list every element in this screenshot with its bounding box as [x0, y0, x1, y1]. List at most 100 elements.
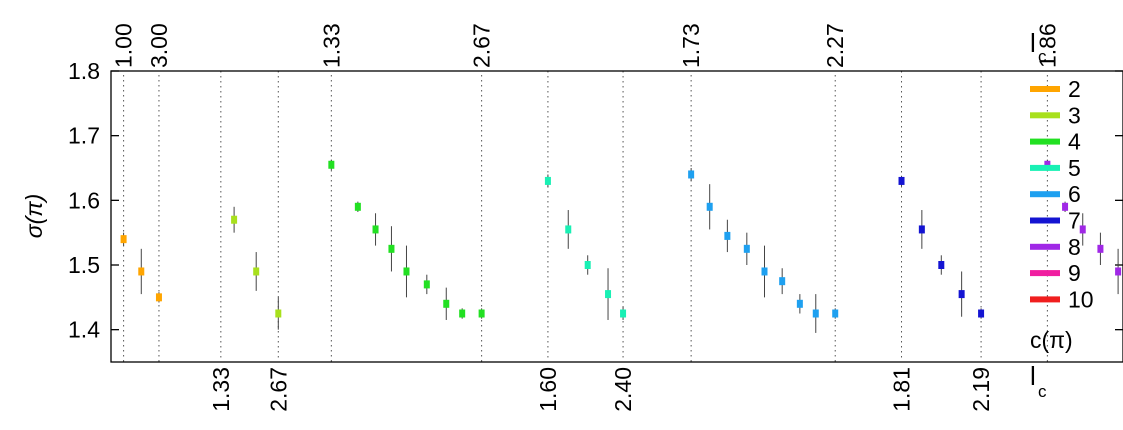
plot-area-frame: [110, 70, 1123, 363]
legend-item-7: 7: [1030, 208, 1081, 234]
legend-swatch: [1030, 138, 1060, 145]
data-point: [544, 176, 551, 185]
bottom-label: l c: [1030, 361, 1047, 401]
y-tick-label: 1.5: [68, 252, 100, 278]
data-point: [832, 309, 839, 318]
top-marker-label: 1.86: [1034, 23, 1060, 68]
bottom-marker-label: 1.81: [889, 367, 915, 412]
legend-label: 4: [1068, 129, 1081, 155]
top-marker-label: 1.33: [318, 23, 344, 68]
data-point: [724, 231, 731, 240]
legend-item-9: 9: [1030, 260, 1081, 286]
data-point: [403, 267, 410, 276]
legend-item-8: 8: [1030, 234, 1081, 260]
legend-swatch: [1030, 296, 1060, 303]
data-point: [120, 235, 127, 244]
series-6: [688, 168, 839, 333]
legend-label: 10: [1068, 286, 1094, 312]
legend-title-main: l: [1030, 28, 1036, 58]
data-point: [706, 202, 713, 211]
legend-swatch: [1030, 191, 1060, 198]
data-point: [620, 309, 627, 318]
data-point: [688, 170, 695, 179]
data-point: [443, 299, 450, 308]
top-marker-label: 1.73: [678, 23, 704, 68]
data-point: [1044, 160, 1051, 169]
bottom-marker-label: 2.40: [610, 367, 636, 412]
bottom-marker-label: 2.67: [265, 367, 291, 412]
bottom-marker-label: 1.60: [535, 367, 561, 412]
data-point: [796, 299, 803, 308]
legend-swatch: [1030, 112, 1060, 119]
data-point: [138, 267, 145, 276]
y-tick-label: 1.7: [68, 123, 100, 149]
legend-title: l c: [1030, 28, 1047, 66]
legend-item-6: 6: [1030, 181, 1081, 207]
y-tick-label: 1.8: [68, 58, 100, 84]
data-point: [155, 293, 162, 302]
data-point: [1079, 225, 1086, 234]
data-point: [372, 225, 379, 234]
data-point: [275, 309, 282, 318]
data-point: [761, 267, 768, 276]
data-point: [565, 225, 572, 234]
legend-item-10: 10: [1030, 286, 1094, 312]
series-2: [120, 232, 162, 303]
y-tick-label: 1.6: [68, 187, 100, 213]
legend-label: 9: [1068, 260, 1081, 286]
data-point: [898, 176, 905, 185]
bottom-marker-label: 2.19: [968, 367, 994, 412]
legend-swatch: [1030, 270, 1060, 277]
top-marker-label: 3.00: [146, 23, 172, 68]
data-point: [1062, 202, 1069, 211]
data-point: [958, 290, 965, 299]
data-point: [978, 309, 985, 318]
series-5: [544, 174, 627, 320]
legend-swatch: [1030, 164, 1060, 171]
x-axis-label: c(π): [1030, 327, 1073, 353]
data-point: [605, 290, 612, 299]
legend-title-sub: c: [1038, 47, 1047, 66]
legend-item-5: 5: [1030, 155, 1081, 181]
top-marker-label: 1.00: [111, 23, 137, 68]
y-axis: 1.4 1.5 1.6 1.7 1.8: [68, 58, 1123, 343]
series-4: [328, 159, 485, 320]
top-marker-label: 2.67: [469, 23, 495, 68]
legend-label: 7: [1068, 208, 1081, 234]
legend-item-4: 4: [1030, 129, 1081, 155]
data-point: [918, 225, 925, 234]
marker-lines: 1.003.001.332.671.732.271.862.141.982.02…: [111, 23, 1061, 412]
data-point: [584, 261, 591, 269]
bottom-label-sub: c: [1038, 382, 1047, 401]
series-8: [1044, 159, 1122, 295]
bottom-label-main: l: [1030, 361, 1036, 391]
data-point: [423, 280, 430, 289]
data-point: [253, 267, 260, 276]
data-point: [459, 309, 466, 318]
bottom-marker-label: 1.33: [208, 367, 234, 412]
legend-swatch: [1030, 217, 1060, 224]
legend-label: 8: [1068, 234, 1081, 260]
data-point: [812, 309, 819, 318]
legend-label: 3: [1068, 102, 1081, 128]
series-3: [231, 206, 282, 330]
data-point: [354, 202, 361, 211]
legend-item-3: 3: [1030, 102, 1081, 128]
legend-label: 6: [1068, 181, 1081, 207]
y-tick-label: 1.4: [68, 317, 100, 343]
data-point: [328, 160, 335, 169]
series-7: [898, 175, 985, 319]
legend-item-2: 2: [1030, 76, 1081, 102]
data-point: [1097, 244, 1104, 253]
legend-swatch: [1030, 243, 1060, 250]
data-layer: [120, 159, 1122, 333]
legend-label: 2: [1068, 76, 1081, 102]
data-point: [478, 309, 485, 318]
data-point: [388, 244, 395, 253]
data-point: [779, 277, 786, 286]
data-point: [231, 215, 238, 224]
data-point: [743, 244, 750, 253]
data-point: [938, 261, 945, 269]
